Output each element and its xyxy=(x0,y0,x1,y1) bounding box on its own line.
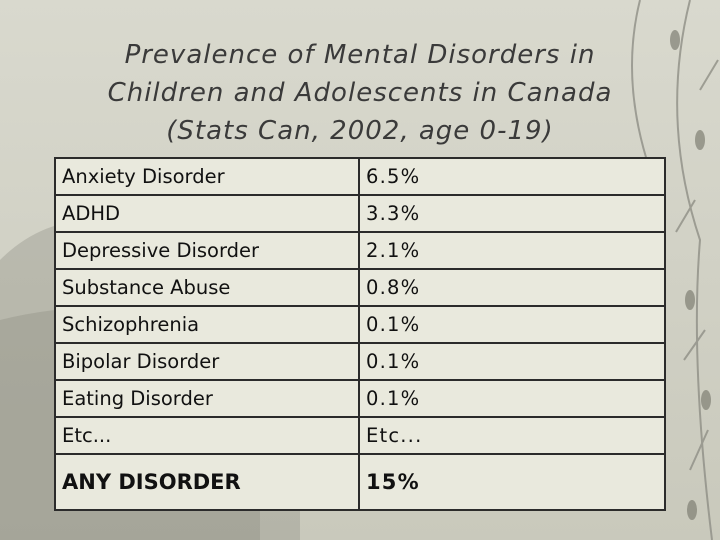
prevalence-cell: 15% xyxy=(358,453,666,511)
table-row: Depressive Disorder 2.1% xyxy=(54,231,666,270)
title-line: (Stats Can, 2002, age 0-19) xyxy=(166,116,554,146)
slide-title: Prevalence of Mental Disorders in Childr… xyxy=(40,36,680,150)
disorder-cell: Etc... xyxy=(54,416,360,455)
table-row: Etc... Etc... xyxy=(54,416,666,455)
title-line: Children and Adolescents in Canada xyxy=(107,78,613,108)
title-line: Prevalence of Mental Disorders in xyxy=(124,40,596,70)
table-row: ADHD 3.3% xyxy=(54,194,666,233)
leaf-decoration xyxy=(670,30,711,520)
table-row: Schizophrenia 0.1% xyxy=(54,305,666,344)
total-row: ANY DISORDER 15% xyxy=(54,453,666,511)
disorder-cell: Depressive Disorder xyxy=(54,231,360,270)
prevalence-cell: 0.1% xyxy=(358,305,666,344)
table-row: Substance Abuse 0.8% xyxy=(54,268,666,307)
prevalence-cell: 0.1% xyxy=(358,342,666,381)
branch-decoration xyxy=(631,0,719,540)
prevalence-table: Anxiety Disorder 6.5% ADHD 3.3% Depressi… xyxy=(54,157,666,511)
table-row: Bipolar Disorder 0.1% xyxy=(54,342,666,381)
prevalence-cell: 0.8% xyxy=(358,268,666,307)
disorder-cell: Eating Disorder xyxy=(54,379,360,418)
disorder-cell: Substance Abuse xyxy=(54,268,360,307)
disorder-cell: Anxiety Disorder xyxy=(54,157,360,196)
table-row: Eating Disorder 0.1% xyxy=(54,379,666,418)
prevalence-cell: 6.5% xyxy=(358,157,666,196)
disorder-cell: Schizophrenia xyxy=(54,305,360,344)
disorder-cell: ADHD xyxy=(54,194,360,233)
prevalence-cell: 0.1% xyxy=(358,379,666,418)
disorder-cell: ANY DISORDER xyxy=(54,453,360,511)
prevalence-cell: 2.1% xyxy=(358,231,666,270)
prevalence-cell: 3.3% xyxy=(358,194,666,233)
prevalence-cell: Etc... xyxy=(358,416,666,455)
table-row: Anxiety Disorder 6.5% xyxy=(54,157,666,196)
disorder-cell: Bipolar Disorder xyxy=(54,342,360,381)
